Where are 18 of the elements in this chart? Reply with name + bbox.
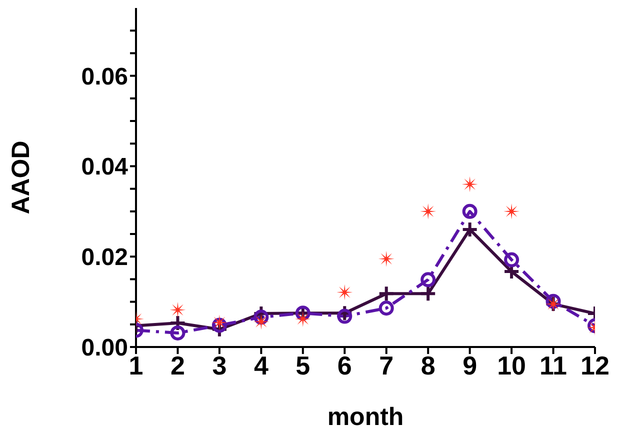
- x-tick-label: 9: [462, 350, 478, 380]
- x-tick-label: 1: [128, 350, 144, 380]
- x-tick-label: 7: [379, 350, 394, 380]
- x-tick-label: 5: [296, 350, 310, 380]
- y-axis-title: AAOD: [6, 140, 35, 214]
- y-tick-label: 0.04: [81, 154, 129, 181]
- x-tick-label: 3: [212, 350, 227, 380]
- x-tick-label: 2: [170, 350, 185, 380]
- x-axis-title: month: [327, 403, 404, 431]
- x-tick-label: 12: [580, 350, 610, 380]
- x-tick-label: 4: [254, 350, 269, 380]
- y-tick-label: 0.02: [81, 244, 128, 272]
- x-tick-label: 11: [540, 350, 568, 380]
- y-tick-label: 0.00: [81, 334, 128, 362]
- x-tick-label: 8: [420, 350, 436, 380]
- y-tick-label: 0.06: [81, 63, 128, 90]
- x-tick-label: 10: [497, 350, 526, 380]
- x-tick-label: 6: [337, 350, 352, 380]
